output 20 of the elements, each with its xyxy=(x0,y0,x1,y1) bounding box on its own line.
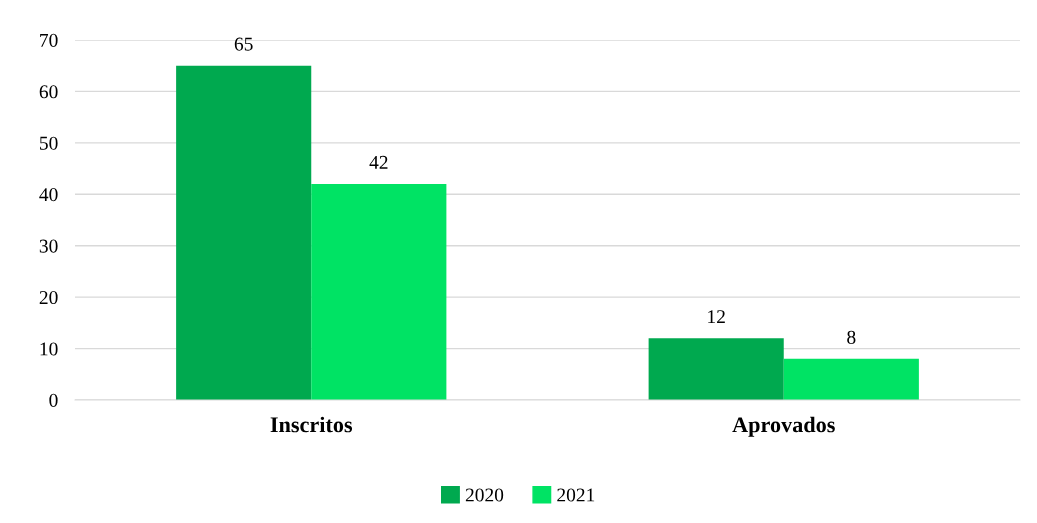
y-tick-label: 50 xyxy=(40,136,58,150)
y-tick-label: 30 xyxy=(39,239,58,253)
y-tick-label: 0 xyxy=(49,393,58,407)
bar xyxy=(176,65,312,400)
data-label: 8 xyxy=(847,330,856,344)
y-tick-label: 10 xyxy=(40,342,58,356)
y-tick-label: 40 xyxy=(39,188,58,202)
legend-label: 2020 xyxy=(465,488,504,502)
bar xyxy=(311,184,447,400)
y-tick-label: 70 xyxy=(40,33,58,47)
x-tick-label: Aprovados xyxy=(732,416,835,437)
data-label: 12 xyxy=(708,310,725,324)
y-tick-label: 20 xyxy=(39,290,58,305)
bar xyxy=(783,358,919,400)
x-tick-label: Inscritos xyxy=(270,416,353,433)
y-tick-label: 60 xyxy=(39,85,58,99)
data-label: 65 xyxy=(234,37,253,51)
data-label: 42 xyxy=(369,155,388,169)
bar xyxy=(648,338,784,400)
legend-label: 2021 xyxy=(557,488,595,502)
